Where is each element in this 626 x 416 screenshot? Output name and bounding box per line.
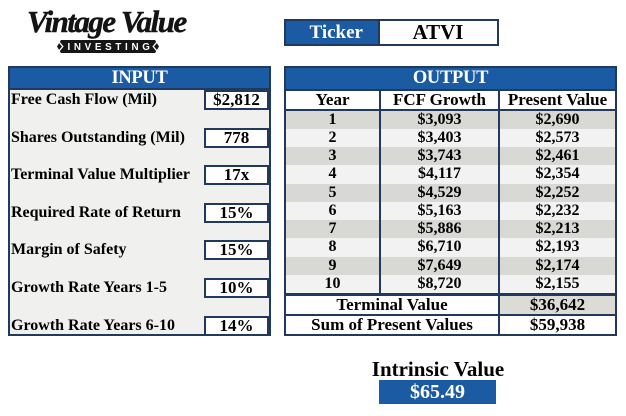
svg-text:INVESTING: INVESTING — [67, 42, 153, 53]
